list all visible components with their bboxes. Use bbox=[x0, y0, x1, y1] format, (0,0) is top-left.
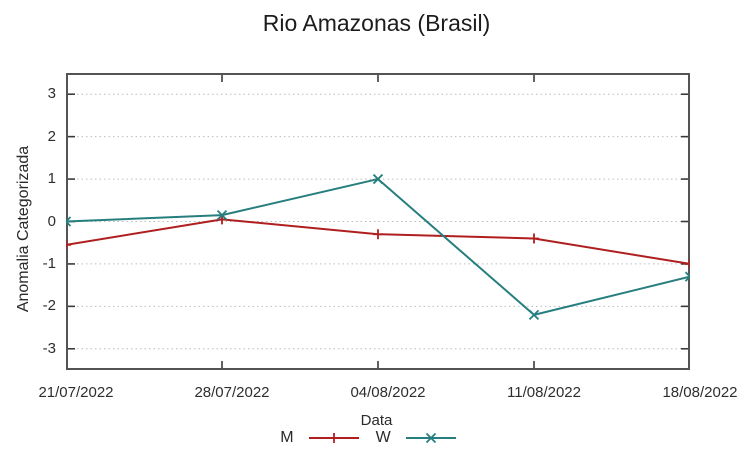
marker-M bbox=[685, 258, 695, 269]
series-line-M bbox=[65, 218, 691, 265]
marker-M bbox=[529, 233, 539, 244]
marker-W bbox=[528, 309, 540, 320]
series-line-W bbox=[65, 178, 691, 316]
marker-M bbox=[373, 229, 383, 240]
marker-M bbox=[61, 239, 71, 250]
y-tick-label: 1 bbox=[47, 170, 56, 188]
legend-label-w: W bbox=[375, 429, 391, 446]
x-axis-label: Data bbox=[360, 412, 393, 429]
legend-sample-w bbox=[405, 432, 456, 444]
chart-title: Rio Amazonas (Brasil) bbox=[262, 10, 491, 36]
marker-W bbox=[372, 173, 384, 185]
y-tick-label: 0 bbox=[47, 212, 56, 230]
x-tick-label: 21/07/2022 bbox=[38, 384, 114, 401]
legend-label-m: M bbox=[280, 429, 294, 446]
x-tick-label: 28/07/2022 bbox=[194, 384, 270, 401]
y-tick-label: -2 bbox=[42, 297, 56, 315]
plot-area bbox=[60, 73, 696, 370]
x-tick-label: 04/08/2022 bbox=[350, 384, 426, 401]
y-tick-label: -3 bbox=[42, 339, 56, 357]
marker-W bbox=[216, 209, 228, 221]
y-tick-label: 2 bbox=[47, 127, 56, 145]
x-tick-label: 11/08/2022 bbox=[507, 384, 581, 401]
y-tick-label: -1 bbox=[42, 254, 56, 272]
legend-sample-m bbox=[308, 433, 359, 443]
plot-canvas bbox=[60, 73, 696, 370]
y-tick-label: 3 bbox=[47, 85, 56, 103]
x-tick-label: 18/08/2022 bbox=[662, 384, 738, 401]
